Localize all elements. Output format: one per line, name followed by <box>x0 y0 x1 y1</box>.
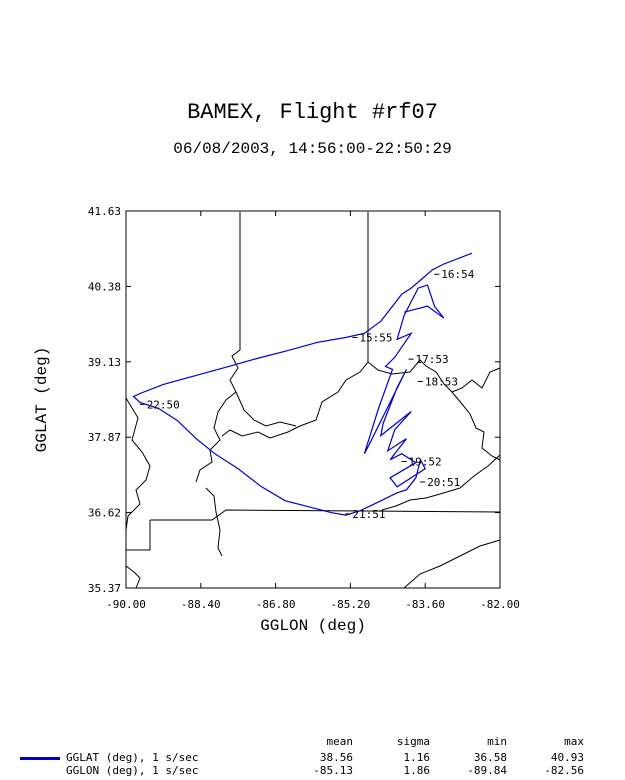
series-swatch <box>20 757 60 760</box>
time-label: 20:51 <box>427 476 460 489</box>
boundary-line <box>126 520 151 551</box>
flight-track-line <box>132 252 473 516</box>
statistics-header: mean sigma min max <box>0 735 625 748</box>
statistics-row: GGLON (deg), 1 s/sec -85.13 1.86 -89.84 … <box>0 764 625 777</box>
series-name: GGLAT (deg), 1 s/sec <box>66 751 199 764</box>
stat-max: -82.56 <box>544 764 584 777</box>
statistics-row: GGLAT (deg), 1 s/sec 38.56 1.16 36.58 40… <box>0 751 625 764</box>
time-label: 22:50 <box>147 398 180 411</box>
stat-max: 40.93 <box>550 751 584 764</box>
boundary-line <box>367 359 501 393</box>
series-name: GGLON (deg), 1 s/sec <box>66 764 199 777</box>
stat-sigma: 1.86 <box>403 764 431 777</box>
state-boundaries <box>125 212 501 589</box>
time-label: 17:53 <box>416 353 449 366</box>
stat-sigma: 1.16 <box>403 751 431 764</box>
x-tick-label: -88.40 <box>181 598 221 611</box>
plot-frame <box>125 210 501 589</box>
time-label: 21:51 <box>352 508 385 521</box>
header-mean: mean <box>326 735 354 748</box>
axis-ticks: -90.00 -88.40 -86.80 -85.20 -83.60 -82.00 35.3… <box>88 205 520 611</box>
boundary-line <box>195 212 241 483</box>
stat-mean: 38.56 <box>319 751 353 764</box>
boundary-line <box>205 487 223 557</box>
stat-min: 36.58 <box>473 751 507 764</box>
boundary-line <box>403 539 501 589</box>
y-axis-label: GGLAT (deg) <box>33 347 51 453</box>
stat-min: -89.84 <box>467 764 507 777</box>
x-axis-label: GGLON (deg) <box>260 617 366 635</box>
header-max: max <box>564 735 584 748</box>
x-tick-label: -90.00 <box>106 598 146 611</box>
time-label: 16:54 <box>441 268 474 281</box>
y-tick-label: 41.63 <box>88 205 121 218</box>
header-sigma: sigma <box>396 735 430 748</box>
y-tick-label: 39.13 <box>88 356 121 369</box>
header-min: min <box>487 735 507 748</box>
boundary-line <box>221 212 369 439</box>
x-tick-label: -86.80 <box>256 598 296 611</box>
time-label: 18:53 <box>425 375 458 388</box>
boundary-line <box>381 454 501 511</box>
chart-title: BAMEX, Flight #rf07 <box>187 100 438 125</box>
chart-subtitle: 06/08/2003, 14:56:00-22:50:29 <box>173 140 452 158</box>
time-labels: 16:54 15:55 17:53 18:53 22:50 19:52 20:51 21:51 <box>139 268 475 521</box>
boundary-line <box>150 509 501 521</box>
boundary-line <box>235 391 297 427</box>
boundary-line <box>125 565 141 589</box>
y-tick-label: 40.38 <box>88 280 121 293</box>
y-tick-label: 35.37 <box>88 582 121 595</box>
x-tick-label: -82.00 <box>480 598 520 611</box>
stat-mean: -85.13 <box>313 764 353 777</box>
time-label: 15:55 <box>359 331 392 344</box>
x-tick-label: -85.20 <box>331 598 371 611</box>
boundary-line <box>451 391 501 461</box>
time-label: 19:52 <box>409 456 442 469</box>
x-tick-label: -83.60 <box>405 598 445 611</box>
flight-track-plot: -90.00 -88.40 -86.80 -85.20 -83.60 -82.00 35.3… <box>33 205 520 635</box>
boundary-line <box>125 397 151 531</box>
y-tick-label: 36.62 <box>88 507 121 520</box>
y-tick-label: 37.87 <box>88 431 121 444</box>
